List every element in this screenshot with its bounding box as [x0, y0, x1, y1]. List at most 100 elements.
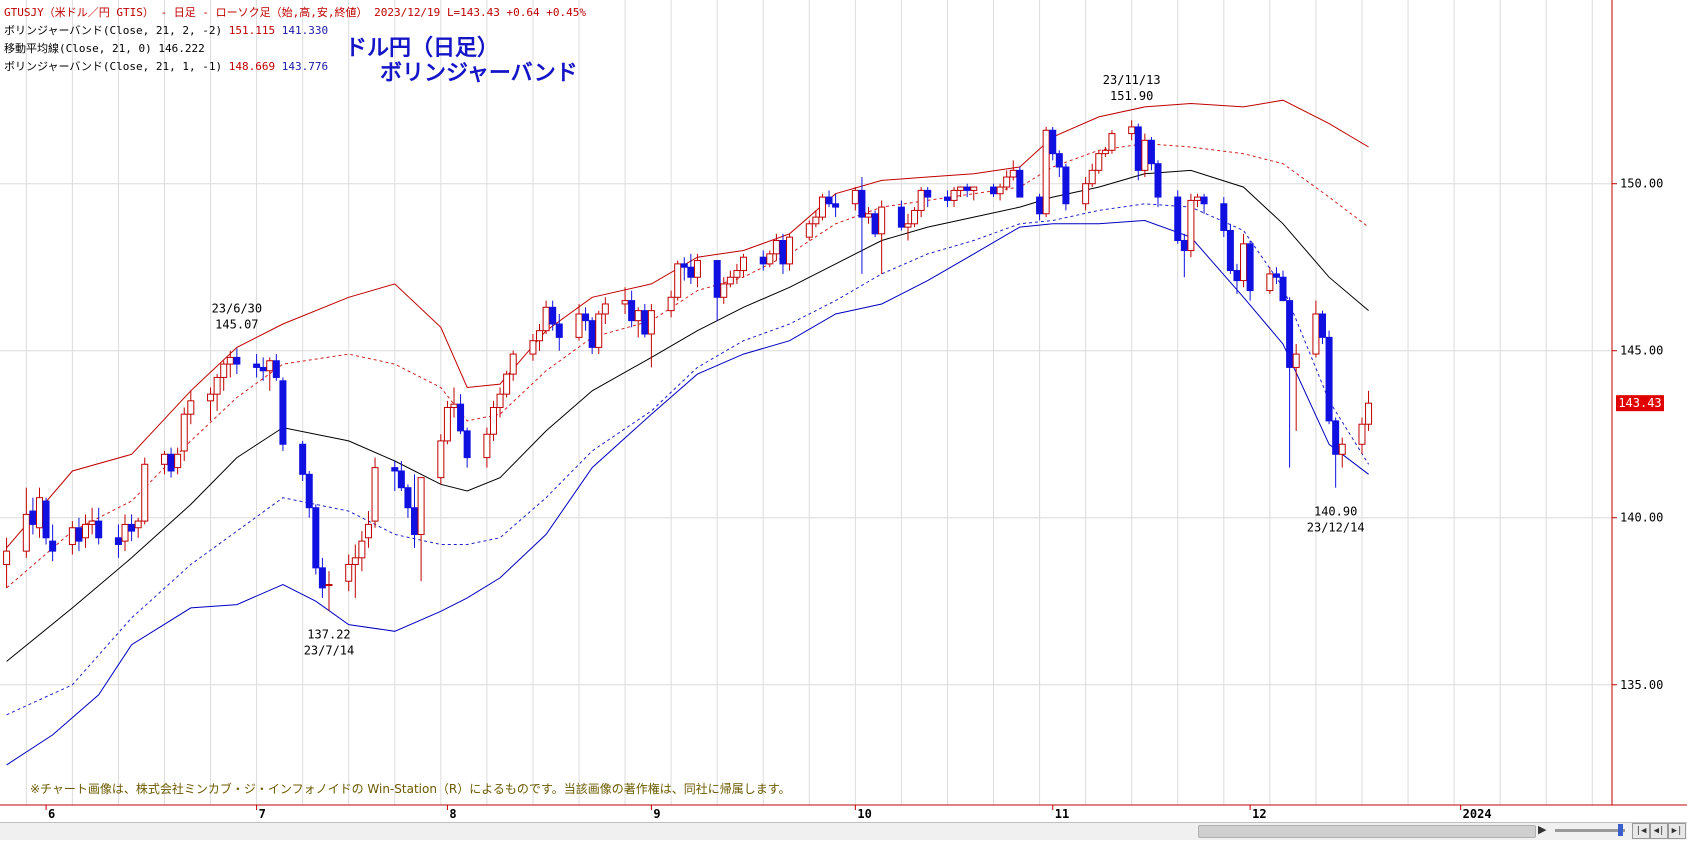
candle-body — [397, 470, 405, 489]
candle — [1365, 390, 1373, 431]
candle-body — [503, 373, 511, 395]
x-tick-label: 9 — [653, 807, 660, 821]
candle — [279, 377, 287, 451]
candle — [272, 354, 280, 381]
candle — [542, 300, 550, 335]
candle — [726, 270, 734, 288]
candle — [187, 390, 195, 425]
candle — [878, 200, 886, 274]
candle-body — [29, 510, 37, 525]
candle-body — [621, 300, 629, 305]
candle-body — [865, 213, 873, 218]
candle-body — [253, 363, 261, 368]
candle — [417, 477, 425, 582]
candle-body — [1312, 313, 1320, 355]
annotation: 140.90 23/12/14 — [1307, 505, 1365, 535]
candle — [253, 354, 261, 378]
candle — [299, 440, 307, 481]
candle — [904, 213, 912, 241]
candle — [213, 374, 221, 411]
zoom-slider[interactable] — [1555, 829, 1625, 832]
candle-body — [779, 239, 787, 265]
candle-body — [75, 527, 83, 542]
jump-next-icon[interactable]: ▶| — [1668, 823, 1686, 839]
candle-body — [858, 189, 866, 218]
candle-body — [1358, 423, 1366, 445]
scroll-right-icon[interactable]: ▶ — [1538, 823, 1547, 836]
annotation-text: 151.90 — [1110, 89, 1153, 103]
last-price-tag: 143.43 — [1616, 395, 1664, 412]
candle-body — [970, 186, 978, 191]
candle-body — [358, 540, 366, 559]
candle — [1286, 297, 1294, 468]
candle-body — [489, 407, 497, 435]
candle-body — [582, 313, 590, 322]
candle — [1180, 233, 1188, 278]
overlay-title-line2: ボリンジャーバンド — [380, 61, 578, 86]
candle — [1318, 310, 1326, 345]
legend-name: ボリンジャーバンド(Close, 21, 1, -1) — [4, 60, 223, 73]
candle — [312, 504, 320, 575]
candle — [1042, 126, 1050, 218]
candle-body — [1286, 300, 1294, 368]
x-tick-label: 2024 — [1463, 807, 1492, 821]
candle — [1101, 146, 1109, 157]
candle — [1338, 437, 1346, 468]
candle-body — [391, 467, 399, 472]
candle — [1233, 263, 1241, 294]
candle-body — [1128, 126, 1136, 135]
candle-body — [174, 453, 182, 469]
x-tick-label: 7 — [259, 807, 266, 821]
candle — [766, 250, 774, 268]
candle — [1154, 160, 1162, 208]
candle — [943, 190, 951, 208]
candle-body — [180, 413, 188, 452]
candle — [634, 307, 642, 338]
candle-body — [924, 189, 932, 198]
jump-prev-icon[interactable]: ◀| — [1650, 823, 1668, 839]
candle — [1134, 123, 1142, 181]
candle-body — [1154, 163, 1162, 198]
candle — [851, 187, 859, 211]
zoom-slider-handle[interactable] — [1618, 824, 1623, 836]
legend-value-upper: 151.115 — [228, 24, 276, 37]
candle-body — [82, 523, 90, 539]
candle — [1240, 233, 1248, 288]
candle — [75, 517, 83, 552]
series-line — [6, 169, 1369, 662]
candle-body — [1101, 149, 1109, 155]
candle-body — [542, 306, 550, 332]
candle-body — [667, 296, 675, 312]
candle — [220, 360, 228, 391]
candle-body — [305, 473, 313, 509]
candle-body — [575, 313, 583, 338]
x-tick-label: 8 — [449, 807, 456, 821]
x-tick-label: 11 — [1055, 807, 1069, 821]
candle-body — [371, 467, 379, 522]
legend-value-lower: 143.776 — [281, 60, 329, 73]
jump-start-icon[interactable]: |◀ — [1632, 823, 1650, 839]
legend-value-lower: 141.330 — [281, 24, 329, 37]
candle — [996, 183, 1004, 201]
candle-body — [411, 507, 419, 535]
candle — [128, 514, 136, 542]
candle-body — [220, 363, 228, 378]
candle — [1003, 170, 1011, 191]
horizontal-scrollbar-thumb[interactable] — [1198, 825, 1536, 838]
candle — [779, 233, 787, 274]
candle-body — [1174, 196, 1182, 241]
candle — [509, 350, 517, 381]
candle-body — [628, 300, 636, 322]
candle-body — [141, 463, 149, 522]
candle-body — [1036, 196, 1044, 215]
candle-body — [739, 256, 747, 272]
candle — [88, 507, 96, 535]
candle-body — [279, 380, 287, 445]
candle-body — [483, 433, 491, 459]
candle-body — [443, 407, 451, 442]
x-tick-label: 6 — [48, 807, 55, 821]
candle-body — [325, 584, 333, 587]
candle-body — [687, 266, 695, 278]
candle-body — [601, 303, 609, 315]
candle — [95, 507, 103, 545]
